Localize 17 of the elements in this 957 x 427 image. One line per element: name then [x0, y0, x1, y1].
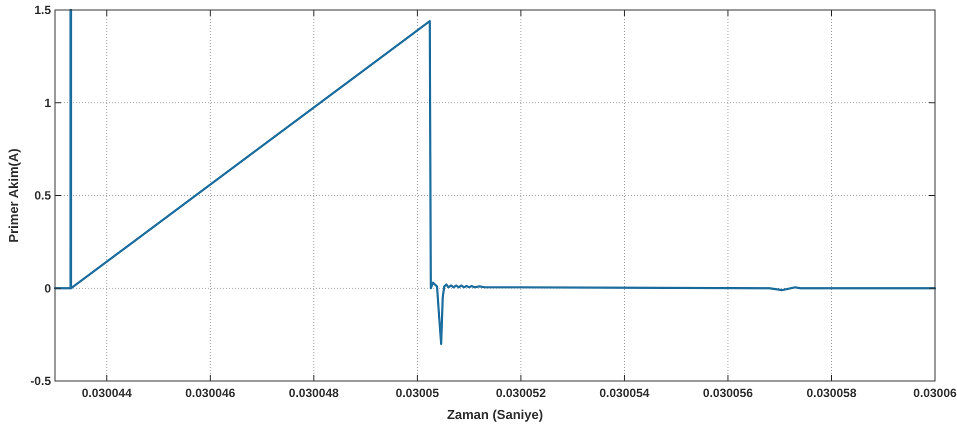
x-tick-label: 0.030058: [806, 386, 857, 400]
x-tick-label: 0.030052: [496, 386, 546, 400]
y-tick-label: -0.5: [30, 374, 52, 388]
x-axis-title: Zaman (Saniye): [446, 407, 544, 422]
y-tick-label: 1: [44, 96, 52, 110]
x-tick-label: 0.030044: [82, 386, 132, 400]
y-tick-label: 0.5: [34, 188, 52, 203]
x-tick-label: 0.030046: [185, 386, 236, 400]
y-tick-label: 0: [44, 281, 52, 296]
line-series: [54, 8, 936, 345]
x-tick-label: 0.030054: [599, 386, 650, 400]
x-tick-label: 0.030048: [288, 386, 340, 400]
x-tick-label: 0.030056: [702, 386, 754, 400]
x-tick-label: 0.03005: [396, 386, 440, 400]
y-tick-label: 1.5: [34, 3, 52, 18]
y-axis-title: Primer Akim(A): [6, 148, 21, 243]
x-tick-label: 0.03006: [913, 386, 957, 400]
